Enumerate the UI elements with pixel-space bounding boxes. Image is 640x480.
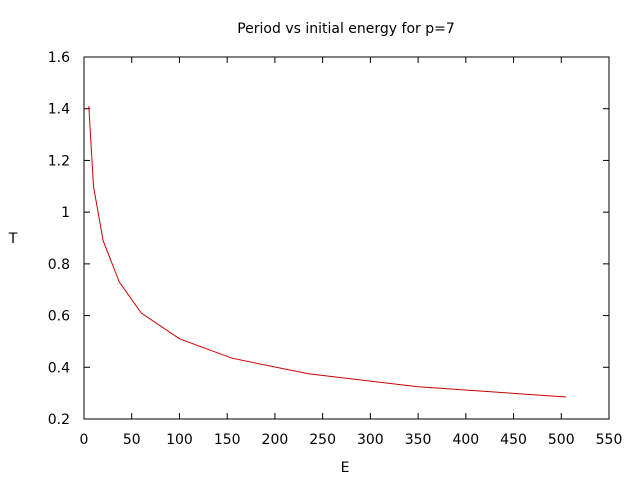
y-tick-label: 1.6 xyxy=(48,50,70,66)
axis-ticks: 0 50 100 150 200 250 300 350 400 450 500 550 0.2 0.4 0… xyxy=(48,50,623,448)
y-tick-label: 0.2 xyxy=(48,412,70,428)
x-tick-label: 550 xyxy=(596,432,623,448)
x-tick-label: 0 xyxy=(80,432,89,448)
y-tick-label: 1.4 xyxy=(48,102,70,118)
x-tick-label: 100 xyxy=(166,432,193,448)
x-tick-label: 400 xyxy=(452,432,479,448)
chart-title: Period vs initial energy for p=7 xyxy=(237,21,455,37)
y-tick-label: 0.6 xyxy=(48,309,70,325)
x-tick-label: 350 xyxy=(405,432,432,448)
series-line xyxy=(88,106,567,398)
y-axis-label: T xyxy=(8,231,18,247)
x-tick-label: 50 xyxy=(123,432,141,448)
x-tick-label: 300 xyxy=(357,432,384,448)
x-tick-label: 500 xyxy=(548,432,575,448)
x-tick-label: 150 xyxy=(214,432,241,448)
data-series xyxy=(88,106,567,398)
x-tick-label: 250 xyxy=(309,432,336,448)
x-tick-label: 200 xyxy=(262,432,289,448)
y-tick-label: 0.8 xyxy=(48,257,70,273)
y-tick-label: 1.2 xyxy=(48,153,70,169)
y-tick-label: 0.4 xyxy=(48,360,70,376)
plot-frame xyxy=(83,56,610,420)
x-tick-label: 450 xyxy=(500,432,527,448)
y-tick-label: 1 xyxy=(61,205,70,221)
x-axis-label: E xyxy=(341,460,350,476)
